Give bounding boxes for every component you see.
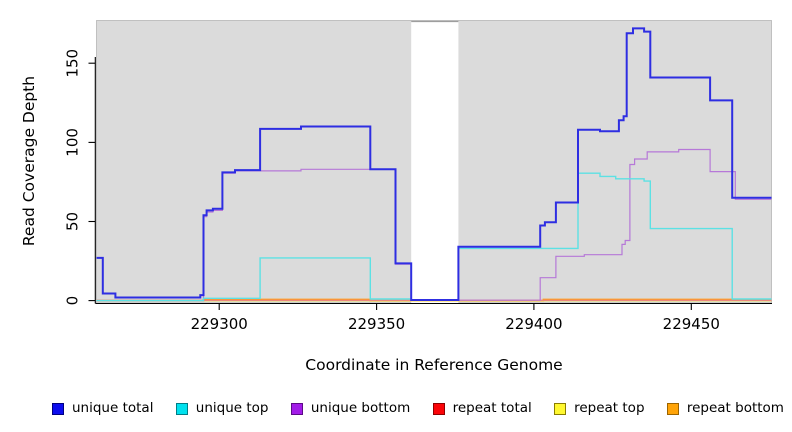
coverage-chart: 229300 229350 229400 229450 0 50 100 150 Coord… xyxy=(20,20,772,374)
series-line-unique-bottom xyxy=(96,148,772,302)
x-axis-title: Coordinate in Reference Genome xyxy=(305,356,562,374)
plot-background-group xyxy=(96,20,772,304)
legend-swatch-icon xyxy=(175,403,188,415)
gap-band xyxy=(411,21,459,303)
legend-swatch-icon xyxy=(290,403,303,415)
x-tick-label: 229300 xyxy=(191,315,248,333)
legend-label: unique top xyxy=(195,400,269,417)
legend: unique total unique top unique bottom re… xyxy=(52,394,784,424)
legend-item-repeat-total: repeat total xyxy=(432,400,532,417)
series-line-unique-top xyxy=(96,172,772,302)
legend-swatch-icon xyxy=(432,403,445,415)
legend-item-unique-total: unique total xyxy=(52,402,153,416)
legend-label: unique bottom xyxy=(310,400,411,417)
legend-swatch-icon xyxy=(554,403,567,415)
legend-label: repeat top xyxy=(574,400,645,417)
x-tick-label: 229400 xyxy=(505,315,562,333)
y-axis-title: Read Coverage Depth xyxy=(20,76,38,246)
x-tick-label: 229350 xyxy=(348,315,405,333)
y-tick-label: 0 xyxy=(64,296,82,306)
coverage-plot: 229300 229350 229400 229450 0 50 100 150 Coord… xyxy=(20,20,772,374)
series-line-unique-total xyxy=(96,27,772,301)
legend-item-repeat-top: repeat top xyxy=(554,400,645,417)
y-tick-label: 50 xyxy=(64,212,82,231)
legend-label: unique total xyxy=(72,400,154,417)
y-tick-label: 150 xyxy=(64,49,82,78)
legend-item-unique-top: unique top xyxy=(175,400,269,417)
legend-swatch-icon xyxy=(52,403,64,415)
legend-item-unique-bottom: unique bottom xyxy=(290,400,411,417)
legend-swatch-icon xyxy=(666,403,679,415)
x-axis: 229300 229350 229400 229450 xyxy=(95,302,772,333)
legend-label: repeat total xyxy=(452,400,532,417)
legend-label: repeat bottom xyxy=(686,400,784,417)
y-tick-label: 100 xyxy=(64,128,82,157)
y-axis: 0 50 100 150 xyxy=(64,49,96,305)
series-lines xyxy=(96,27,772,302)
legend-item-repeat-bottom: repeat bottom xyxy=(666,400,784,417)
x-tick-label: 229450 xyxy=(663,315,720,333)
